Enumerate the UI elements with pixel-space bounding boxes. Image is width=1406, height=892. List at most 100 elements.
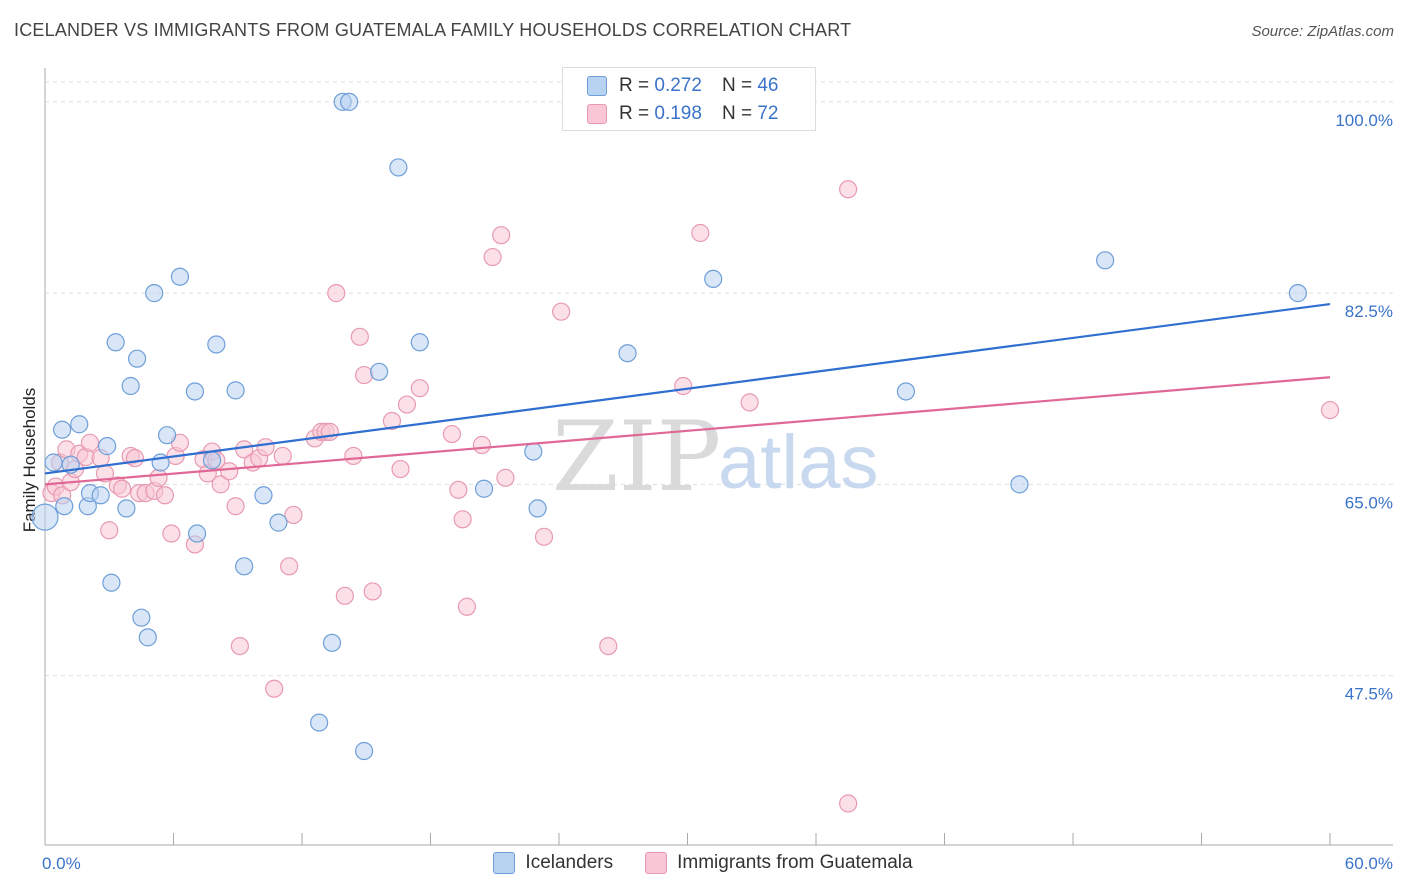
- legend-swatch-blue: [587, 76, 607, 96]
- data-point: [53, 420, 72, 439]
- data-point: [155, 486, 175, 505]
- legend-item-guatemala[interactable]: Immigrants from Guatemala: [645, 852, 913, 874]
- legend-row-guatemala: R = 0.198 N = 72: [587, 102, 778, 126]
- data-point: [534, 527, 554, 546]
- data-point: [382, 411, 402, 431]
- data-point: [256, 438, 275, 457]
- series-icelanders-points: [31, 92, 1307, 761]
- data-point: [496, 468, 515, 487]
- data-point: [149, 468, 168, 487]
- data-point: [55, 497, 74, 516]
- data-point: [674, 376, 693, 396]
- data-point: [335, 586, 354, 605]
- data-point: [449, 480, 468, 499]
- data-point: [363, 582, 382, 601]
- data-point: [117, 499, 136, 518]
- data-point: [102, 573, 121, 592]
- series-legend: Icelanders Immigrants from Guatemala: [0, 852, 1406, 874]
- chart-title: ICELANDER VS IMMIGRANTS FROM GUATEMALA F…: [14, 20, 852, 40]
- data-point: [265, 679, 284, 698]
- data-point: [280, 557, 299, 576]
- legend-r-value-guatemala: 0.198: [654, 103, 702, 124]
- data-point: [125, 449, 145, 468]
- data-point: [80, 433, 100, 452]
- legend-n-label: N =: [721, 103, 753, 124]
- data-point: [310, 713, 329, 732]
- legend-swatch-icelanders: [493, 852, 516, 874]
- x-tick-label-max: 60.0%: [1345, 854, 1393, 873]
- x-tick-label-min: 0.0%: [42, 854, 81, 873]
- data-point: [704, 269, 723, 288]
- data-point: [226, 381, 245, 400]
- data-point: [391, 459, 410, 479]
- data-point: [98, 437, 117, 456]
- data-point: [410, 333, 429, 352]
- source-label: Source: ZipAtlas.com: [1251, 23, 1394, 40]
- legend-swatch-guatemala: [645, 852, 668, 874]
- data-point: [350, 327, 369, 346]
- data-point: [138, 628, 157, 647]
- legend-row-icelanders: R = 0.272 N = 46: [587, 74, 778, 98]
- data-point: [691, 223, 710, 243]
- legend-item-icelanders[interactable]: Icelanders: [493, 852, 613, 874]
- data-point: [618, 344, 637, 363]
- watermark: ZIP atlas: [552, 401, 879, 513]
- data-point: [896, 382, 916, 401]
- data-point: [472, 435, 491, 455]
- data-point: [44, 453, 63, 472]
- legend-n-value-guatemala: 72: [757, 103, 779, 124]
- data-point: [389, 158, 408, 177]
- data-point: [355, 741, 374, 761]
- y-tick-label: 82.5%: [1345, 302, 1393, 321]
- data-point: [254, 486, 273, 505]
- watermark-zip: ZIP: [552, 401, 721, 513]
- data-point: [1010, 475, 1029, 494]
- data-point: [235, 557, 254, 576]
- data-point: [397, 395, 417, 414]
- y-tick-label: 65.0%: [1345, 493, 1393, 512]
- data-point: [127, 349, 147, 368]
- legend-label-icelanders: Icelanders: [525, 852, 614, 873]
- data-point: [157, 426, 177, 445]
- data-point: [1288, 284, 1307, 303]
- data-point: [284, 505, 303, 525]
- correlation-legend: R = 0.272 N = 46 R = 0.198 N = 72: [562, 67, 816, 131]
- data-point: [599, 636, 618, 656]
- legend-n-value-icelanders: 46: [757, 75, 779, 96]
- data-point: [170, 267, 190, 286]
- data-point: [524, 442, 543, 461]
- data-point: [1096, 251, 1115, 270]
- watermark-atlas: atlas: [718, 420, 879, 505]
- data-point: [70, 415, 89, 434]
- data-point: [740, 393, 759, 412]
- data-point: [355, 365, 374, 385]
- data-point: [322, 633, 342, 652]
- y-tick-label: 100.0%: [1335, 111, 1393, 130]
- data-point: [207, 335, 226, 354]
- data-point: [442, 424, 462, 444]
- trend-lines: [44, 302, 1331, 486]
- data-point: [100, 521, 119, 540]
- data-point: [211, 475, 230, 494]
- data-point: [112, 479, 132, 498]
- data-point: [91, 486, 110, 505]
- data-point: [839, 794, 858, 813]
- data-point: [185, 382, 205, 401]
- trend-line-guatemala: [44, 376, 1331, 486]
- data-point: [552, 302, 571, 321]
- data-point: [121, 376, 140, 396]
- y-tick-labels: 47.5% 65.0% 82.5% 100.0%: [1335, 111, 1393, 704]
- data-point: [220, 462, 239, 481]
- data-point: [474, 479, 494, 498]
- legend-r-value-icelanders: 0.272: [654, 75, 702, 96]
- grid-layer: [45, 81, 1393, 677]
- data-point: [453, 510, 472, 529]
- data-point: [327, 284, 346, 303]
- data-point: [839, 180, 858, 199]
- trend-line-icelanders: [44, 302, 1331, 475]
- legend-swatch-pink: [587, 104, 607, 124]
- axis-layer: [44, 68, 1393, 846]
- data-point: [370, 362, 389, 381]
- data-point: [132, 608, 151, 627]
